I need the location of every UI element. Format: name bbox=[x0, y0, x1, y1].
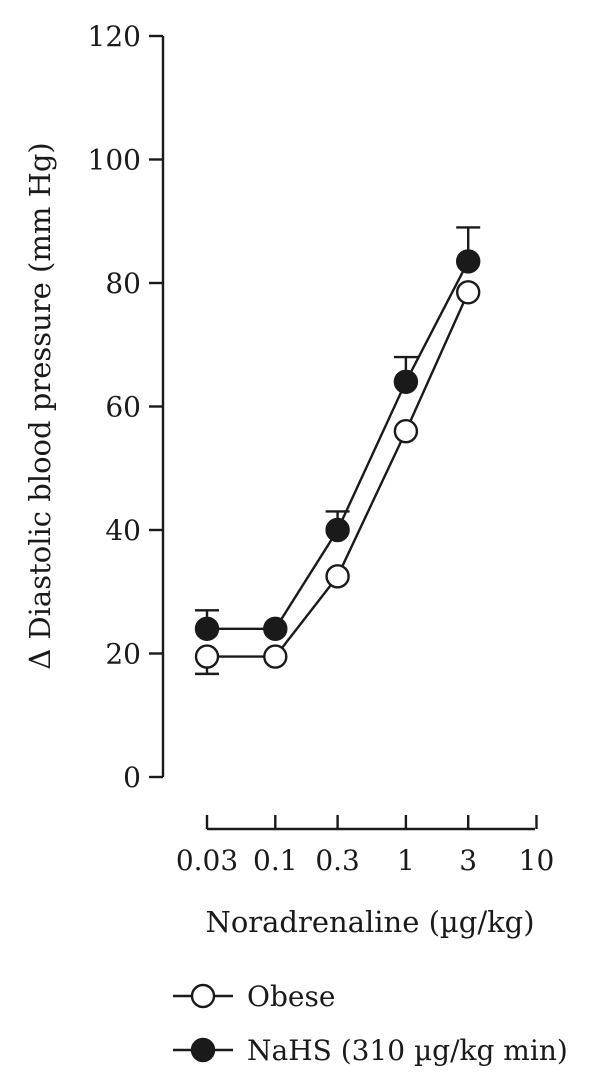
y-tick-label: 120 bbox=[88, 20, 141, 53]
data-point bbox=[194, 644, 220, 669]
legend-item: NaHS (310 µg/kg min) bbox=[173, 1034, 568, 1067]
y-tick-label: 20 bbox=[105, 638, 141, 671]
legend: Obese NaHS (310 µg/kg min) bbox=[173, 980, 568, 1067]
y-tick-label: 0 bbox=[123, 761, 141, 794]
x-ticks: 0.03 0.1 0.3 1 3 10 bbox=[176, 815, 554, 877]
y-tick-label: 40 bbox=[105, 514, 141, 547]
legend-marker bbox=[190, 983, 216, 1009]
data-point bbox=[194, 616, 220, 641]
data-point bbox=[325, 564, 350, 589]
x-axis: 0.03 0.1 0.3 1 3 10 bbox=[176, 815, 554, 877]
y-axis-label: Δ Diastolic blood pressure (mm Hg) bbox=[23, 142, 57, 670]
y-tick-label: 60 bbox=[105, 391, 141, 424]
legend-marker bbox=[190, 1037, 216, 1063]
plot-series bbox=[194, 226, 481, 676]
series-line bbox=[207, 291, 470, 658]
x-tick-label: 10 bbox=[519, 844, 555, 877]
data-point bbox=[456, 249, 481, 274]
x-tick-label: 0.03 bbox=[176, 844, 238, 877]
legend-label: Obese bbox=[247, 980, 335, 1013]
x-tick-label: 0.1 bbox=[253, 844, 298, 877]
x-tick-label: 0.3 bbox=[315, 844, 360, 877]
data-point bbox=[393, 419, 419, 444]
series-1 bbox=[194, 226, 481, 641]
series-0 bbox=[194, 280, 481, 676]
x-tick-label: 3 bbox=[459, 844, 477, 877]
x-tick-label: 1 bbox=[397, 844, 415, 877]
y-tick-label: 100 bbox=[88, 144, 141, 177]
data-point bbox=[263, 616, 288, 641]
y-axis: 0 20 40 60 80 100 120 bbox=[88, 20, 165, 794]
legend-item: Obese bbox=[173, 980, 335, 1013]
legend-label: NaHS (310 µg/kg min) bbox=[247, 1034, 568, 1067]
y-ticks: 0 20 40 60 80 100 120 bbox=[88, 20, 163, 794]
y-tick-label: 80 bbox=[105, 267, 141, 300]
data-point bbox=[456, 280, 481, 305]
data-point bbox=[393, 369, 419, 394]
data-point bbox=[325, 517, 350, 543]
x-axis-label: Noradrenaline (µg/kg) bbox=[205, 905, 534, 939]
data-point bbox=[263, 644, 288, 669]
